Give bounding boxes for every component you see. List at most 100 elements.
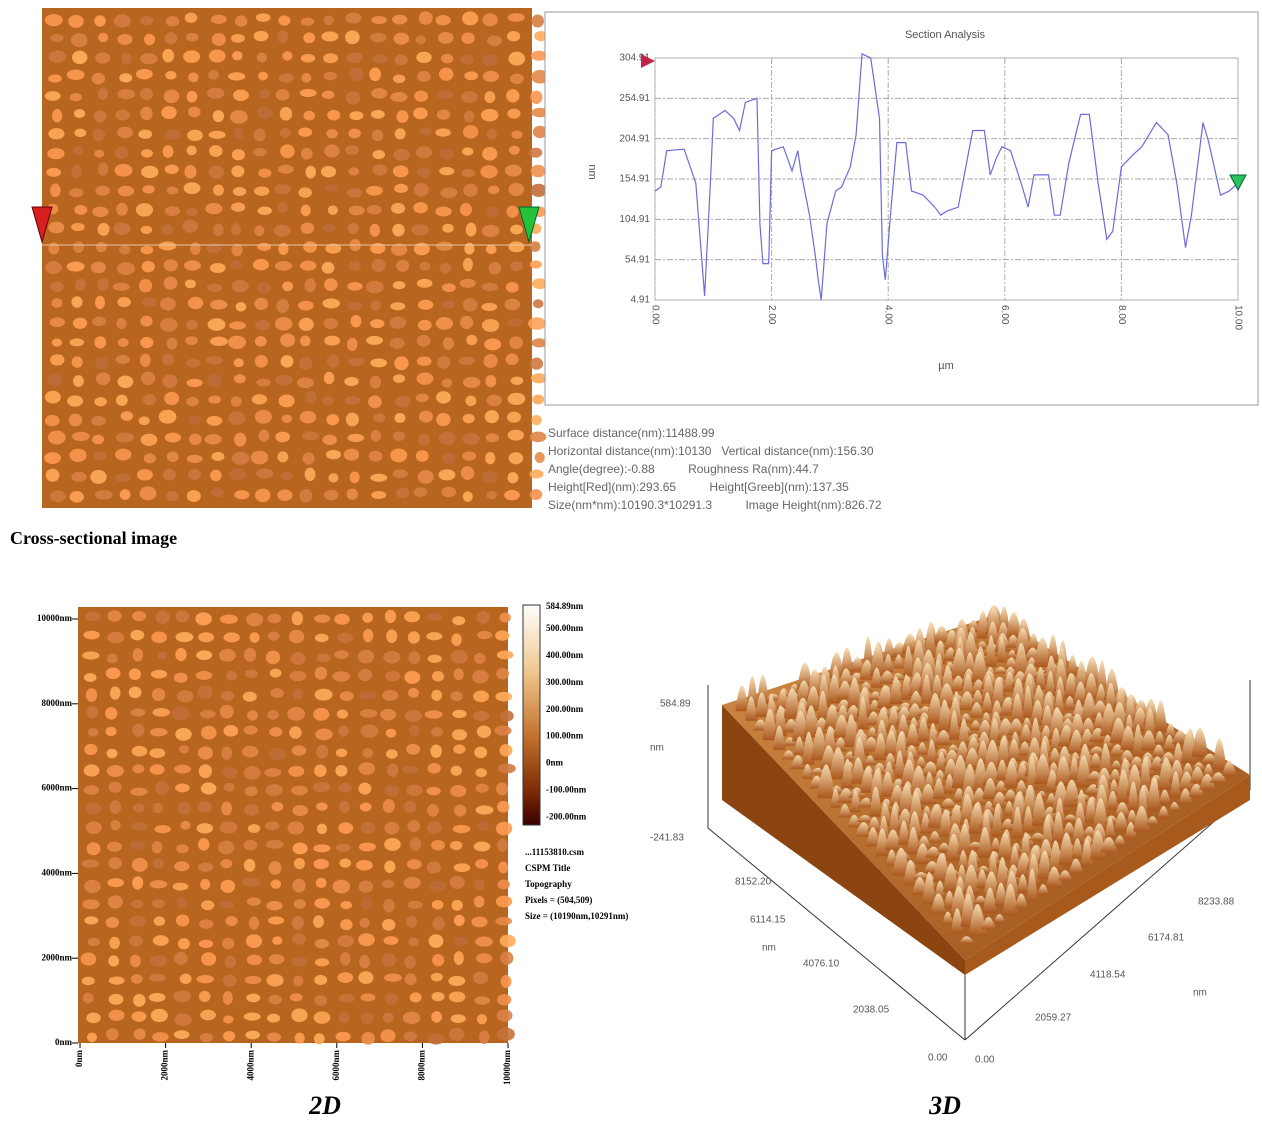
grain <box>153 803 164 813</box>
grain <box>253 259 269 271</box>
grain <box>396 260 409 272</box>
grain <box>454 937 468 946</box>
grain <box>436 242 453 251</box>
grain <box>209 165 225 179</box>
grain <box>371 259 385 273</box>
grain <box>416 52 431 63</box>
grain <box>48 431 66 445</box>
grain <box>132 876 143 889</box>
grain <box>432 917 445 930</box>
grain <box>213 110 224 122</box>
x-tick-label: 2000nm <box>160 1050 170 1081</box>
grain <box>316 745 328 759</box>
grain <box>435 15 450 25</box>
grain <box>359 881 373 893</box>
grain <box>452 710 466 718</box>
grain <box>497 1028 515 1041</box>
grain <box>176 610 189 622</box>
grain <box>69 188 84 197</box>
grain <box>166 16 179 27</box>
grain <box>462 147 473 155</box>
grain <box>487 128 497 140</box>
grain <box>419 262 430 271</box>
grain <box>371 110 385 119</box>
grain <box>275 317 293 330</box>
grain <box>450 841 462 850</box>
grain <box>160 318 177 332</box>
grain <box>70 491 84 503</box>
grain <box>199 991 211 1002</box>
grain <box>340 901 352 909</box>
grain <box>255 410 272 424</box>
grain <box>73 318 87 329</box>
grain <box>95 296 105 309</box>
grain <box>345 396 361 404</box>
grain <box>70 93 82 101</box>
grain <box>500 710 514 721</box>
grain <box>108 857 122 869</box>
grain <box>98 88 108 101</box>
grain <box>314 995 327 1006</box>
grain <box>395 396 410 408</box>
grain <box>187 91 198 103</box>
grain <box>144 453 156 463</box>
grain <box>244 726 258 735</box>
grain <box>373 413 385 422</box>
grain <box>109 994 124 1005</box>
grain <box>498 861 508 873</box>
grain <box>243 878 261 887</box>
grain <box>140 16 153 26</box>
grain <box>186 320 198 330</box>
grain <box>196 650 212 660</box>
grain <box>313 782 331 792</box>
grain <box>45 415 60 426</box>
grain <box>117 34 132 45</box>
grain <box>67 395 83 406</box>
grain <box>71 296 82 308</box>
grain <box>131 900 144 909</box>
x-tick-label: 6000nm <box>331 1050 341 1081</box>
grain <box>130 788 147 796</box>
grain <box>391 203 405 214</box>
grain <box>508 393 526 405</box>
grain <box>149 993 166 1002</box>
chart-frame <box>545 12 1258 405</box>
grain <box>328 473 338 482</box>
grain <box>417 335 431 347</box>
grain <box>129 935 143 946</box>
grain <box>463 433 480 445</box>
axis-label-3d: 6174.81 <box>1148 933 1185 944</box>
grain <box>482 13 497 26</box>
stat-line: Height[Red](nm):293.65 Height[Greeb](nm)… <box>548 480 849 494</box>
grain <box>322 396 333 405</box>
grain <box>337 972 353 983</box>
grain <box>505 165 522 177</box>
grain <box>136 69 153 79</box>
grain <box>69 449 86 462</box>
grain <box>371 430 382 442</box>
grain <box>300 260 316 270</box>
grain <box>74 109 85 118</box>
grain <box>411 224 428 235</box>
grain <box>97 278 109 291</box>
grain <box>246 613 263 626</box>
grain <box>118 186 134 197</box>
grain <box>95 186 110 196</box>
grain <box>107 632 124 643</box>
grain <box>165 32 178 44</box>
colorbar-labels: 584.89nm500.00nm400.00nm300.00nm200.00nm… <box>546 601 587 821</box>
grain <box>75 279 86 291</box>
grain <box>334 650 349 659</box>
grain <box>130 955 141 968</box>
grain <box>175 648 186 661</box>
grain <box>497 801 509 813</box>
grain <box>369 451 383 462</box>
grain <box>71 223 85 231</box>
grain <box>82 977 95 985</box>
grain <box>461 91 478 103</box>
grain <box>270 669 282 678</box>
grain <box>500 951 513 965</box>
grain <box>405 710 422 722</box>
grain <box>507 318 524 326</box>
grain <box>384 973 402 981</box>
